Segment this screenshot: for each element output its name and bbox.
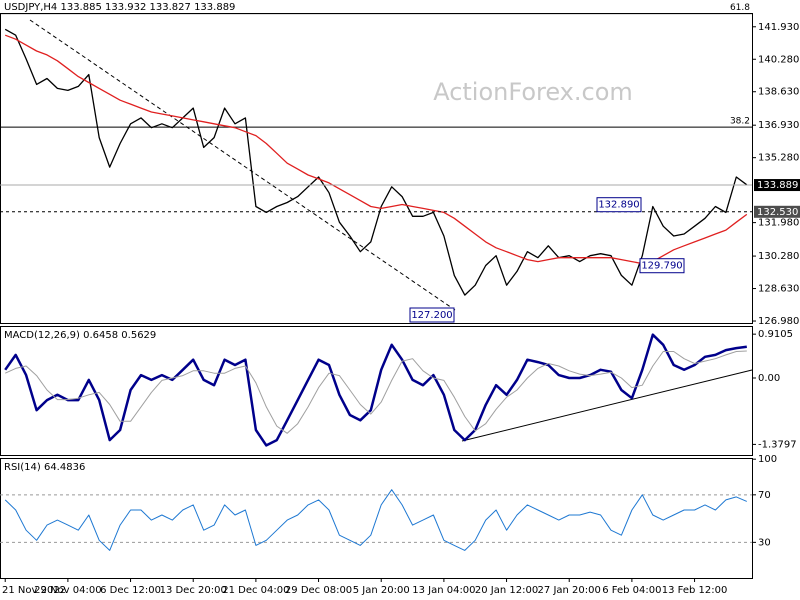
- panel-frame: [0, 458, 753, 579]
- y-tick-label: 100: [758, 454, 777, 465]
- y-tick-label: 136.930: [758, 120, 799, 131]
- price-label-box: [754, 205, 800, 218]
- y-tick-label: 128.630: [758, 284, 799, 295]
- y-tick-label: 30: [758, 537, 771, 548]
- annotation-box: [639, 258, 685, 274]
- fib-label: 38.2: [730, 117, 750, 127]
- x-tick-label: 20 Jan 12:00: [475, 585, 538, 596]
- panel-title: MACD(12,26,9) 0.6458 0.5629: [4, 330, 156, 341]
- annotation-box: [596, 197, 642, 213]
- watermark: ActionForex.com: [433, 78, 633, 106]
- annotation-label: 132.890: [598, 200, 639, 211]
- series-line: [4, 28, 748, 296]
- y-tick-label: 131.980: [758, 218, 799, 229]
- price-label-box: [754, 179, 800, 192]
- annotation-label: 129.790: [641, 261, 682, 272]
- trend-line: [29, 19, 456, 311]
- x-tick-label: 13 Dec 20:00: [160, 585, 227, 596]
- x-tick-label: 27 Jan 20:00: [538, 585, 601, 596]
- x-tick-label: 29 Nov 04:00: [34, 585, 101, 596]
- x-tick-label: 21 Nov 2022: [2, 585, 66, 596]
- annotation-box: [409, 307, 455, 323]
- x-tick-label: 13 Feb 12:00: [662, 585, 728, 596]
- panel-title: RSI(14) 64.4836: [4, 462, 85, 473]
- x-tick-label: 6 Feb 04:00: [602, 585, 661, 596]
- y-tick-label: 0.00: [758, 373, 780, 384]
- macd-trend-line: [461, 369, 753, 442]
- series-line: [4, 34, 748, 265]
- panel-frame: [0, 326, 753, 456]
- y-tick-label: 135.280: [758, 153, 799, 164]
- x-tick-label: 6 Dec 12:00: [100, 585, 161, 596]
- y-tick-label: 130.280: [758, 251, 799, 262]
- annotation-label: 127.200: [411, 310, 452, 321]
- y-tick-label: 141.930: [758, 22, 799, 33]
- fib-label: 61.8: [730, 3, 750, 13]
- y-tick-label: 138.630: [758, 87, 799, 98]
- y-tick-label: 126.980: [758, 316, 799, 327]
- y-tick-label: -1.3797: [758, 439, 797, 450]
- x-tick-label: 5 Jan 20:00: [353, 585, 410, 596]
- y-tick-label: 70: [758, 490, 771, 501]
- price-label: 132.530: [757, 207, 798, 218]
- series-line: [4, 489, 747, 551]
- x-tick-label: 13 Jan 04:00: [412, 585, 475, 596]
- panel-frame: [0, 13, 753, 324]
- y-tick-label: 140.280: [758, 54, 799, 65]
- price-label: 133.889: [757, 180, 798, 191]
- series-line: [4, 350, 747, 434]
- x-tick-label: 21 Dec 04:00: [222, 585, 289, 596]
- y-tick-label: 0.9105: [758, 329, 793, 340]
- panel-title: USDJPY,H4 133.885 133.932 133.827 133.88…: [4, 2, 235, 13]
- series-line: [4, 333, 747, 447]
- x-tick-label: 29 Dec 08:00: [285, 585, 352, 596]
